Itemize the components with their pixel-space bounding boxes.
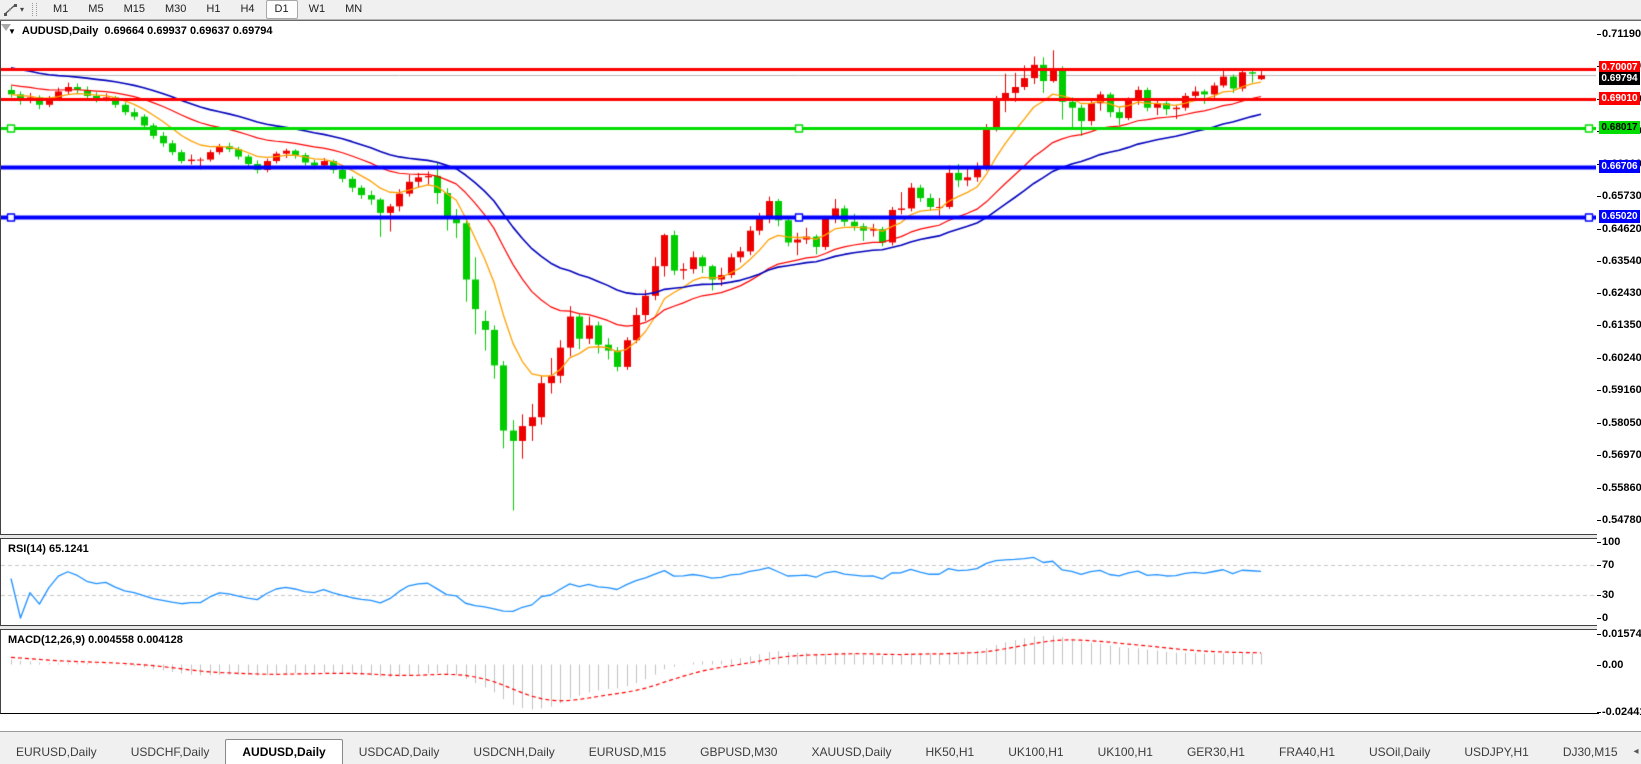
chart-symbol-period: AUDUSD,Daily [21, 25, 99, 37]
timeframe-buttons: M1 M5 M15 M30 H1 H4 D1 W1 MN [43, 0, 372, 19]
price-axis-tick-label: 0.56970 [1602, 449, 1641, 461]
timeframe-button-w1[interactable]: W1 [308, 3, 326, 15]
price-axis-tick-label: 0.55860 [1602, 482, 1641, 494]
chart-ohlc-values: 0.69664 0.69937 0.69637 0.69794 [104, 25, 273, 37]
macd-axis-tick-label: -0.024412 [1602, 706, 1641, 718]
price-axis-tick [1597, 34, 1601, 35]
price-axis-tick [1597, 358, 1601, 359]
rsi-axis-tick-label: 100 [1602, 536, 1621, 548]
rsi-indicator-panel[interactable]: RSI(14) 65.1241 [0, 539, 1599, 625]
macd-axis-tick [1597, 712, 1601, 713]
chart-tab-uk100-h1[interactable]: UK100,H1 [1008, 745, 1064, 759]
price-level-badge: 0.70007 [1599, 61, 1640, 74]
rsi-axis-tick-label: 30 [1602, 589, 1615, 601]
rsi-axis-tick-label: 70 [1602, 559, 1615, 571]
timeframe-button-m15[interactable]: M15 [123, 3, 145, 15]
price-axis-tick-label: 0.63540 [1602, 255, 1641, 267]
price-chart-panel[interactable]: ▼ AUDUSD,Daily 0.69664 0.69937 0.69637 0… [0, 21, 1599, 534]
price-axis-tick [1597, 488, 1601, 489]
chevron-down-icon: ▾ [20, 5, 25, 14]
chart-tab-fra40-h1[interactable]: FRA40,H1 [1278, 745, 1336, 759]
macd-indicator-panel[interactable]: MACD(12,26,9) 0.004558 0.004128 [0, 630, 1599, 714]
price-axis-tick [1597, 455, 1601, 456]
price-axis-tick [1597, 196, 1601, 197]
price-axis-tick [1597, 520, 1601, 521]
timeframe-toolbar: ▾ M1 M5 M15 M30 H1 H4 D1 W1 MN [0, 0, 1641, 20]
line-studies-icon [4, 4, 17, 16]
rsi-axis-tick [1597, 565, 1601, 566]
chart-tab-xauusd-daily[interactable]: XAUUSD,Daily [811, 745, 892, 759]
chart-tab-usdchf-daily[interactable]: USDCHF,Daily [130, 745, 210, 759]
macd-axis-tick-label: 0.015741 [1602, 628, 1641, 640]
chart-tab-eurusd-m15[interactable]: EURUSD,M15 [588, 745, 667, 759]
price-axis-tick [1597, 229, 1601, 230]
rsi-axis-tick-label: 0 [1602, 612, 1609, 624]
macd-axis-tick [1597, 634, 1601, 635]
price-level-badge: 0.65020 [1599, 210, 1640, 223]
chart-tab-usoil-daily[interactable]: USOil,Daily [1369, 745, 1431, 759]
price-axis-tick [1597, 293, 1601, 294]
chart-tab-uk100-h1[interactable]: UK100,H1 [1097, 745, 1153, 759]
price-axis-tick [1597, 423, 1601, 424]
collapse-triangle-icon[interactable]: ▼ [8, 26, 16, 36]
chart-tab-audusd-daily[interactable]: AUDUSD,Daily [225, 739, 343, 764]
toolbar-grip-handle[interactable] [32, 3, 38, 16]
line-studies-button[interactable]: ▾ [0, 0, 28, 19]
price-axis[interactable]: 0.711900.701100.690000.679200.668100.657… [1597, 21, 1641, 718]
rsi-label: RSI(14) 65.1241 [8, 543, 89, 555]
chart-tab-usdcad-daily[interactable]: USDCAD,Daily [358, 745, 440, 759]
panel-splitter-rsi[interactable] [0, 534, 1597, 539]
price-level-badge: 0.68017 [1599, 121, 1640, 134]
macd-axis-tick [1597, 665, 1601, 666]
chart-title: ▼ AUDUSD,Daily 0.69664 0.69937 0.69637 0… [8, 25, 273, 37]
timeframe-button-m5[interactable]: M5 [88, 3, 104, 15]
chart-tab-bar: EURUSD,Daily USDCHF,Daily AUDUSD,Daily USDC… [0, 731, 1641, 764]
rsi-chart-canvas[interactable] [1, 539, 1596, 625]
timeframe-button-h4[interactable]: H4 [240, 3, 255, 15]
timeframe-button-h1[interactable]: H1 [206, 3, 221, 15]
chart-tab-usdcnh-daily[interactable]: USDCNH,Daily [473, 745, 555, 759]
panel-splitter-macd[interactable] [0, 625, 1597, 630]
price-level-badge: 0.69010 [1599, 92, 1640, 105]
price-axis-tick-label: 0.58050 [1602, 417, 1641, 429]
timeframe-button-m30[interactable]: M30 [164, 3, 187, 15]
price-axis-tick [1597, 325, 1601, 326]
chart-window: ▼ AUDUSD,Daily 0.69664 0.69937 0.69637 0… [0, 20, 1641, 752]
chart-tab-hk50-h1[interactable]: HK50,H1 [925, 745, 975, 759]
timeframe-button-d1[interactable]: D1 [265, 0, 298, 19]
rsi-axis-tick [1597, 595, 1601, 596]
macd-label: MACD(12,26,9) 0.004558 0.004128 [8, 634, 183, 646]
chart-tab-usdjpy-h1[interactable]: USDJPY,H1 [1464, 745, 1529, 759]
macd-axis-tick-label: 0.00 [1602, 659, 1624, 671]
price-axis-tick-label: 0.54780 [1602, 514, 1641, 526]
price-axis-tick-label: 0.65730 [1602, 190, 1641, 202]
price-axis-tick-label: 0.64620 [1602, 223, 1641, 235]
candlestick-chart-canvas[interactable] [1, 21, 1596, 534]
price-axis-tick-label: 0.60240 [1602, 352, 1641, 364]
price-axis-tick [1597, 261, 1601, 262]
price-axis-tick [1597, 390, 1601, 391]
timeframe-button-m1[interactable]: M1 [53, 3, 69, 15]
rsi-axis-tick [1597, 542, 1601, 543]
price-axis-tick-label: 0.71190 [1602, 28, 1641, 40]
current-price-badge: 0.69794 [1599, 72, 1640, 85]
price-level-badge: 0.66706 [1599, 160, 1640, 173]
tab-scroll-arrows: ◂▸ [1634, 746, 1641, 757]
rsi-axis-tick [1597, 618, 1601, 619]
timeframe-button-mn[interactable]: MN [345, 3, 363, 15]
price-axis-tick-label: 0.59160 [1602, 384, 1641, 396]
price-axis-tick-label: 0.61350 [1602, 319, 1641, 331]
macd-chart-canvas[interactable] [1, 630, 1596, 713]
chart-shift-marker-icon[interactable] [1, 24, 11, 31]
chart-tab-eurusd-daily[interactable]: EURUSD,Daily [16, 745, 97, 759]
chart-tab-dj30-m15[interactable]: DJ30,M15 [1562, 745, 1618, 759]
chart-tab-ger30-h1[interactable]: GER30,H1 [1186, 745, 1245, 759]
tab-scroll-left-icon[interactable]: ◂ [1633, 746, 1639, 757]
price-axis-tick-label: 0.62430 [1602, 287, 1641, 299]
chart-tab-gbpusd-m30[interactable]: GBPUSD,M30 [700, 745, 778, 759]
